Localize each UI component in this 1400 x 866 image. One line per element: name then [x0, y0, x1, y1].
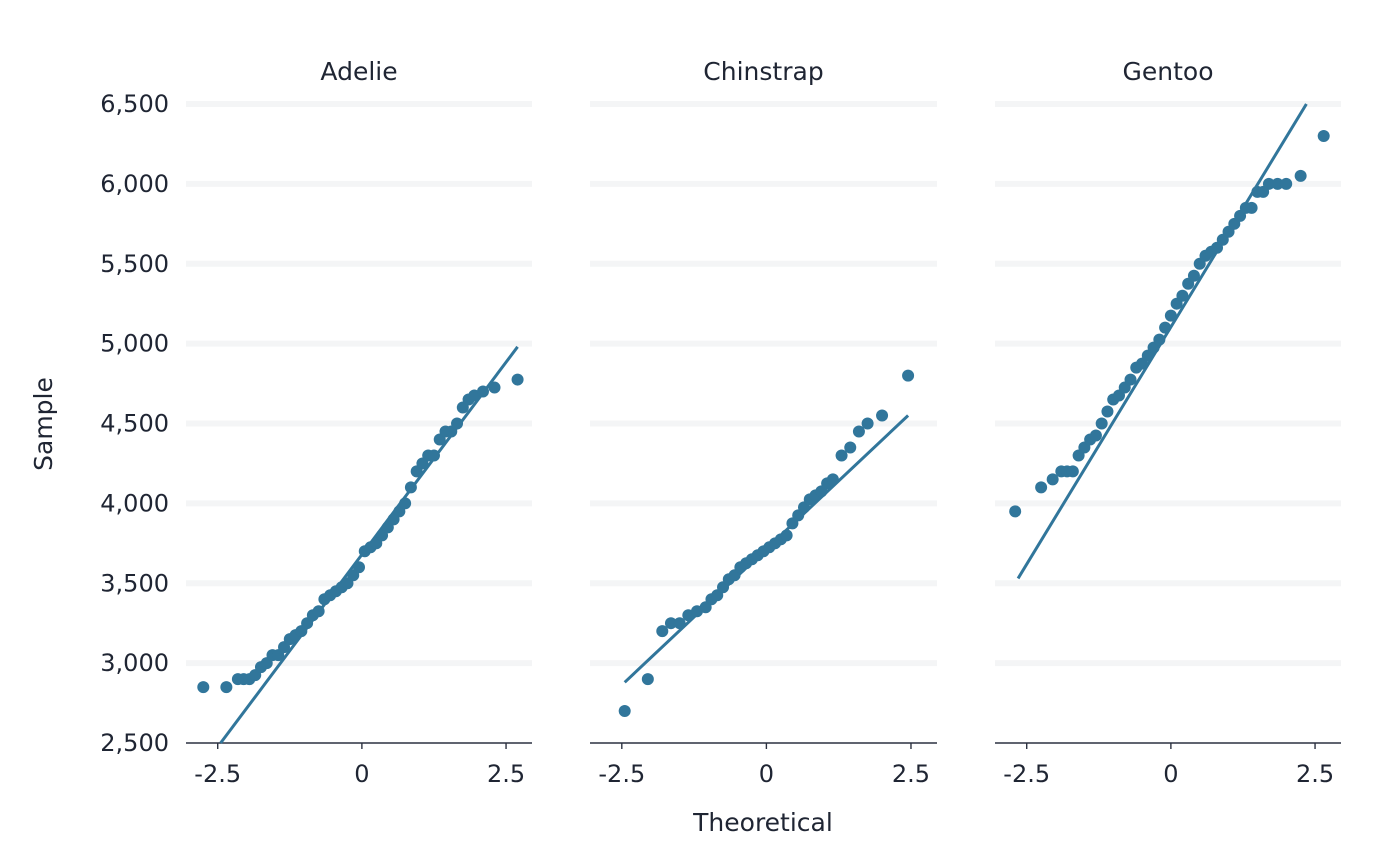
data-point: [1187, 269, 1200, 282]
y-axis-title: Sample: [29, 377, 58, 471]
data-point: [1066, 465, 1079, 478]
data-point: [1035, 481, 1048, 494]
y-tick-label: 5,000: [100, 330, 169, 358]
facet-title: Adelie: [320, 57, 397, 86]
x-tick-label: -2.5: [1003, 760, 1050, 788]
data-point: [1095, 417, 1108, 430]
x-tick-label: 0: [354, 760, 369, 788]
x-axis-title: Theoretical: [692, 808, 833, 837]
data-point: [1271, 177, 1284, 190]
data-point: [656, 625, 669, 638]
x-tick-label: -2.5: [598, 760, 645, 788]
data-point: [1159, 321, 1172, 334]
data-point: [844, 441, 857, 454]
y-tick-label: 5,500: [100, 250, 169, 278]
data-point: [488, 381, 501, 394]
data-point: [427, 449, 440, 462]
data-point: [664, 617, 677, 630]
data-point: [1164, 309, 1177, 322]
y-tick-label: 3,500: [100, 569, 169, 597]
x-tick-label: 2.5: [487, 760, 525, 788]
data-point: [197, 681, 210, 694]
y-tick-label: 2,500: [100, 729, 169, 757]
facet-title: Chinstrap: [703, 57, 823, 86]
grid-layer: [186, 101, 1341, 667]
data-point: [1317, 129, 1330, 142]
y-tick-label: 4,000: [100, 489, 169, 517]
data-point: [641, 673, 654, 686]
data-point: [353, 561, 365, 574]
data-point: [404, 481, 417, 494]
data-point: [451, 417, 464, 430]
data-point: [673, 617, 686, 630]
data-point: [1101, 405, 1114, 418]
data-point: [1294, 169, 1307, 182]
data-point: [1280, 177, 1293, 190]
data-point: [1245, 201, 1258, 214]
x-tick-label: 0: [759, 760, 774, 788]
facet-panel-chinstrap: Chinstrap -2.5 0 2.5: [590, 57, 937, 788]
x-tick-label: -2.5: [194, 760, 241, 788]
y-tick-label: 6,500: [100, 90, 169, 118]
data-point: [1009, 505, 1022, 518]
y-axis: 2,500 3,000 3,500 4,000 4,500 5,000 5,500 6,000…: [100, 90, 169, 757]
facet-panel-adelie: Adelie -2.5 0 2.5: [186, 57, 532, 788]
x-tick-label: 0: [1163, 760, 1178, 788]
data-point: [1262, 177, 1275, 190]
y-tick-label: 3,000: [100, 649, 169, 677]
data-point: [511, 373, 524, 386]
data-point: [1153, 333, 1166, 346]
x-tick-label: 2.5: [892, 760, 930, 788]
data-point: [220, 681, 233, 694]
data-point: [861, 417, 874, 430]
y-tick-label: 6,000: [100, 170, 169, 198]
y-tick-label: 4,500: [100, 410, 169, 438]
data-point: [1046, 473, 1059, 486]
data-point: [826, 473, 839, 486]
facet-title: Gentoo: [1123, 57, 1214, 86]
data-point: [312, 605, 325, 618]
data-point: [835, 449, 848, 462]
data-point: [876, 409, 889, 422]
data-point: [399, 497, 412, 510]
data-point: [618, 705, 631, 718]
data-point: [476, 385, 489, 398]
data-point: [780, 529, 793, 542]
data-point: [1176, 289, 1189, 302]
data-point: [1089, 429, 1102, 442]
x-tick-label: 2.5: [1296, 760, 1334, 788]
data-point: [902, 369, 915, 382]
data-point: [1124, 373, 1137, 386]
panel-layer: Adelie -2.5 0 2.5 Chinstrap -2.5 0 2.5 Gentoo -2.…: [186, 57, 1341, 788]
facet-panel-gentoo: Gentoo -2.5 0 2.5: [995, 57, 1341, 788]
data-point: [852, 425, 865, 438]
